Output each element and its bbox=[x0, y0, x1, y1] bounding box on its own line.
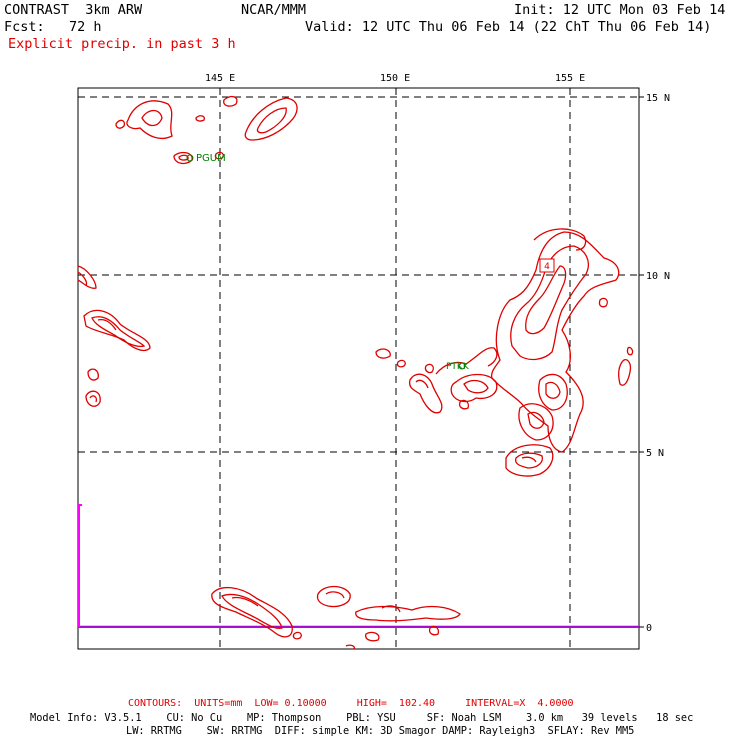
contour-east-dot3 bbox=[424, 363, 434, 374]
lat-ticks bbox=[639, 96, 644, 628]
contour-west-band-inner2 bbox=[97, 318, 117, 331]
contour-east-south1 bbox=[518, 403, 554, 441]
contour-east-main-inner2 bbox=[525, 265, 567, 335]
contour-east-dot4 bbox=[458, 399, 470, 410]
station-ptkk-marker bbox=[458, 362, 466, 370]
contour-nw-dot2 bbox=[223, 95, 238, 107]
contour-nw-dot1 bbox=[195, 115, 206, 122]
contours-summary: CONTOURS: UNITS=mm LOW= 0.10000 HIGH= 10… bbox=[128, 698, 574, 709]
field-title: Explicit precip. in past 3 h bbox=[8, 36, 236, 52]
contour-west-dot1 bbox=[87, 368, 99, 381]
contour-west-dot2 bbox=[85, 390, 101, 407]
contour-ne-band-inner bbox=[256, 107, 287, 134]
lat-label-15n: 15 N bbox=[646, 93, 671, 104]
map-frame bbox=[77, 87, 640, 650]
lon-label-150: 150 E bbox=[380, 73, 411, 84]
contour-nw-top-inner bbox=[141, 109, 163, 127]
contour-guam-inner bbox=[178, 154, 189, 161]
contour-east-mid-inner bbox=[463, 379, 489, 394]
contour-west-edge-inner bbox=[77, 271, 88, 287]
contour-east-far2 bbox=[626, 346, 634, 356]
contour-south-west-inner2 bbox=[231, 596, 259, 607]
model-info-line-1: Model Info: V3.5.1 CU: No Cu MP: Thompso… bbox=[30, 712, 694, 724]
lat-lon-grid bbox=[78, 88, 639, 649]
station-ptkk: PTKK bbox=[446, 362, 470, 372]
contour-south-west-dot bbox=[292, 631, 302, 640]
contour-west-edge bbox=[77, 265, 97, 289]
contour-guam-small bbox=[214, 151, 224, 160]
contour-east-wave bbox=[435, 347, 498, 375]
contour-south-west bbox=[211, 587, 293, 638]
contour-east-south2-inner bbox=[514, 452, 544, 469]
contour-east-inner4 bbox=[545, 381, 561, 399]
contour-east-far1 bbox=[618, 358, 632, 386]
lat-label-5n: 5 N bbox=[646, 448, 665, 459]
station-pgum-marker bbox=[186, 154, 194, 162]
init-time: Init: 12 UTC Mon 03 Feb 14 bbox=[514, 2, 726, 18]
contour-east-left1 bbox=[408, 373, 443, 414]
contour-value-label: 4 bbox=[544, 262, 550, 272]
contour-south-east-inner bbox=[381, 605, 401, 613]
contour-guam bbox=[173, 151, 193, 165]
station-pgum-label: PGUM bbox=[196, 153, 226, 164]
contour-south-mid bbox=[316, 585, 351, 608]
contour-east-main bbox=[490, 231, 620, 453]
contour-east-south2 bbox=[505, 444, 554, 477]
forecast-hour: Fcst: 72 h bbox=[4, 19, 102, 35]
contour-east-dot2 bbox=[396, 359, 406, 368]
lon-label-155: 155 E bbox=[555, 73, 586, 84]
station-pgum: PGUM bbox=[186, 153, 226, 164]
contour-east-main-inner1 bbox=[510, 245, 589, 361]
contour-south-dot3 bbox=[345, 644, 356, 650]
contour-south-mid-inner bbox=[325, 591, 345, 599]
valid-time: Valid: 12 UTC Thu 06 Feb 14 (22 ChT Thu … bbox=[305, 19, 712, 35]
contour-east-inner3 bbox=[538, 373, 568, 411]
contour-east-mid bbox=[450, 373, 498, 403]
contour-east-south1-inner bbox=[527, 411, 545, 429]
lat-label-10n: 10 N bbox=[646, 271, 671, 282]
station-ptkk-label: PTKK bbox=[446, 362, 470, 372]
contour-ne-band bbox=[244, 97, 298, 141]
model-info-line-2: LW: RRTMG SW: RRTMG DIFF: simple KM: 3D … bbox=[126, 725, 635, 737]
contour-east-left1-inner bbox=[415, 379, 429, 389]
center-label: NCAR/MMM bbox=[241, 2, 307, 18]
precip-contours bbox=[77, 95, 634, 650]
contour-east-south2-inner2 bbox=[521, 456, 537, 463]
contour-east-dot1 bbox=[375, 348, 391, 359]
contour-west-dot2-inner bbox=[89, 395, 98, 403]
lon-label-145: 145 E bbox=[205, 73, 236, 84]
lat-label-0: 0 bbox=[646, 623, 653, 634]
contour-nw-top bbox=[126, 100, 173, 140]
contour-east-arc bbox=[533, 228, 587, 251]
contour-south-west-inner bbox=[221, 593, 283, 629]
contour-south-east bbox=[355, 605, 461, 622]
model-title: CONTRAST 3km ARW bbox=[4, 2, 143, 18]
contour-south-dot1 bbox=[365, 631, 380, 642]
contour-nw-top-small bbox=[115, 119, 126, 129]
contour-west-band bbox=[83, 309, 151, 352]
contour-west-band-inner bbox=[91, 316, 146, 348]
contour-value-box bbox=[539, 258, 555, 273]
contour-south-dot2 bbox=[428, 625, 440, 636]
contour-east-far3 bbox=[598, 297, 608, 308]
